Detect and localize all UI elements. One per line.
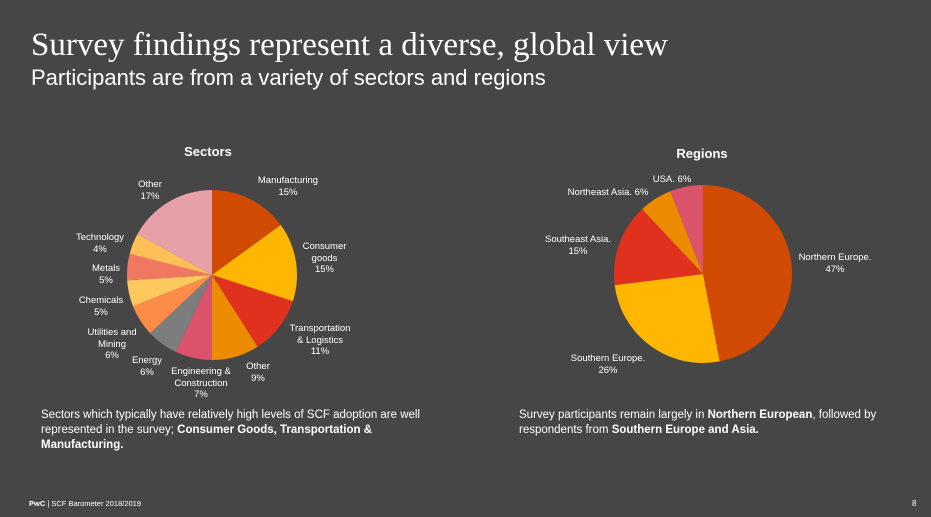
region-label-northeast-asia: Northeast Asia. 6% bbox=[567, 187, 649, 198]
region-label-southeast-asia: Southeast Asia. 15% bbox=[544, 234, 612, 257]
sector-label-other-small: Other 9% bbox=[246, 361, 270, 384]
page-title: Survey findings represent a diverse, glo… bbox=[31, 27, 668, 63]
region-slice-1 bbox=[614, 274, 720, 363]
sector-slice-1 bbox=[212, 225, 298, 302]
regions-chart-title: Regions bbox=[676, 146, 728, 161]
sector-slice-5 bbox=[150, 275, 212, 352]
footer: PwC | SCF Barometer 2018/2019 bbox=[29, 499, 141, 509]
sector-label-metals: Metals 5% bbox=[92, 263, 120, 286]
region-label-northern-europe: Northern Europe. 47% bbox=[798, 252, 872, 275]
sector-label-chemicals: Chemicals 5% bbox=[78, 295, 124, 318]
sector-slice-0 bbox=[212, 190, 281, 275]
sector-slice-3 bbox=[212, 275, 258, 360]
sector-slice-7 bbox=[127, 275, 212, 307]
sector-slice-2 bbox=[212, 275, 293, 347]
region-slice-3 bbox=[642, 191, 703, 274]
sector-label-manufacturing: Manufacturing 15% bbox=[257, 175, 319, 198]
region-label-southern-europe: Southern Europe. 26% bbox=[570, 353, 646, 376]
region-slice-2 bbox=[613, 209, 703, 286]
sector-slice-8 bbox=[127, 253, 212, 281]
sector-slice-4 bbox=[175, 275, 212, 360]
sector-slice-9 bbox=[129, 234, 212, 275]
sectors-chart-title: Sectors bbox=[184, 144, 232, 159]
sector-slice-6 bbox=[132, 275, 212, 334]
sector-label-technology: Technology 4% bbox=[75, 232, 125, 255]
regions-caption: Survey participants remain largely in No… bbox=[519, 409, 877, 436]
sectors-caption: Sectors which typically have relatively … bbox=[41, 409, 421, 451]
sector-label-transportation: Transportation & Logistics 11% bbox=[289, 323, 351, 357]
sector-label-other: Other 17% bbox=[138, 179, 162, 202]
sector-label-consumer-goods: Consumer goods 15% bbox=[302, 241, 347, 275]
page-subtitle: Participants are from a variety of secto… bbox=[31, 65, 546, 90]
sector-slice-10 bbox=[137, 190, 212, 275]
sector-label-utilities: Utilities and Mining 6% bbox=[87, 327, 137, 361]
region-slice-4 bbox=[670, 185, 703, 274]
footer-text: | SCF Barometer 2018/2019 bbox=[45, 499, 142, 508]
sector-label-engineering: Engineering & Construction 7% bbox=[171, 366, 231, 400]
sector-label-energy: Energy 6% bbox=[131, 355, 163, 378]
footer-brand: PwC bbox=[29, 499, 46, 508]
page-number: 8 bbox=[912, 499, 917, 508]
region-slice-0 bbox=[703, 185, 792, 362]
region-label-usa: USA. 6% bbox=[652, 174, 692, 185]
